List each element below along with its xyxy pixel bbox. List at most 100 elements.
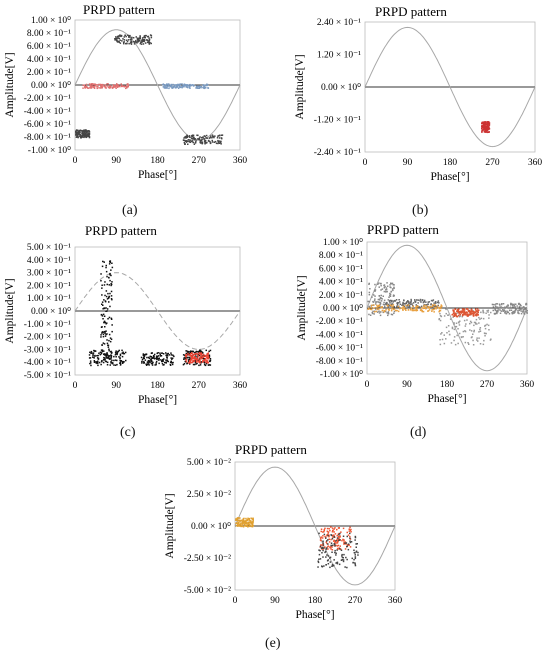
- pd-pulse: [475, 314, 478, 317]
- pd-pulse: [428, 301, 431, 303]
- pd-pulse: [96, 361, 99, 363]
- pd-pulse: [85, 129, 87, 131]
- pd-pulse: [475, 310, 477, 312]
- pd-pulse: [242, 522, 245, 524]
- pd-pulse: [192, 134, 195, 137]
- pd-pulse: [381, 307, 383, 309]
- pd-pulse: [385, 302, 387, 304]
- pd-pulse: [122, 38, 124, 40]
- pd-pulse: [430, 299, 433, 302]
- pd-pulse: [373, 313, 375, 315]
- pd-pulse: [106, 361, 109, 364]
- pd-pulse: [334, 527, 336, 529]
- y-tick-label: 4.00 × 10⁻¹: [319, 278, 363, 288]
- pd-pulse: [102, 308, 104, 310]
- pd-pulse: [103, 357, 106, 359]
- pd-pulse: [181, 85, 184, 87]
- pd-pulse: [101, 360, 103, 362]
- pd-pulse: [334, 540, 336, 543]
- pd-pulse: [336, 547, 339, 550]
- pd-pulse: [81, 132, 83, 134]
- chart-title-b: PRPD pattern: [375, 4, 447, 19]
- pd-pulse: [206, 83, 208, 85]
- pd-pulse: [162, 359, 164, 361]
- pd-pulse: [399, 301, 401, 303]
- pd-pulse: [209, 349, 212, 352]
- pd-pulse: [354, 536, 357, 539]
- pd-pulse: [100, 361, 103, 363]
- pd-pulse: [345, 556, 347, 559]
- pd-pulse: [194, 138, 196, 140]
- pd-pulse: [434, 305, 437, 307]
- pd-pulse: [445, 308, 447, 311]
- pd-pulse: [109, 292, 111, 295]
- pd-pulse: [170, 360, 172, 363]
- pd-pulse: [182, 354, 185, 356]
- pd-pulse: [141, 38, 144, 41]
- pd-pulse: [104, 85, 106, 88]
- pd-pulse: [433, 302, 435, 304]
- pd-pulse: [200, 357, 202, 360]
- pd-pulse: [166, 83, 168, 85]
- pd-pulse: [369, 314, 372, 316]
- y-tick-label: 0.00 × 10⁰: [323, 303, 363, 314]
- pd-pulse: [423, 299, 426, 302]
- pd-pulse: [104, 358, 106, 361]
- pd-pulse: [411, 303, 413, 305]
- pd-pulse: [385, 303, 387, 305]
- pd-pulse: [510, 309, 513, 311]
- pd-pulse: [105, 87, 107, 89]
- pd-pulse: [105, 307, 107, 309]
- pd-pulse: [483, 126, 485, 129]
- pd-pulse: [109, 364, 111, 366]
- pd-pulse: [320, 530, 322, 533]
- pd-pulse: [84, 135, 87, 137]
- pd-pulse: [329, 566, 331, 569]
- pd-pulse: [347, 543, 350, 545]
- pd-pulse: [390, 286, 392, 289]
- x-axis-label-a: Phase[°]: [138, 169, 177, 181]
- pd-pulse: [204, 364, 207, 367]
- pd-pulse: [108, 263, 111, 265]
- pd-pulse: [522, 310, 524, 312]
- pd-pulse: [330, 542, 333, 544]
- pd-pulse: [325, 550, 327, 553]
- pd-pulse: [115, 36, 117, 38]
- pd-pulse: [240, 525, 242, 528]
- pd-pulse: [453, 315, 455, 317]
- pd-pulse: [455, 325, 458, 328]
- pd-pulse: [333, 559, 335, 561]
- pd-pulse: [184, 140, 187, 143]
- pd-pulse: [378, 312, 381, 314]
- pd-pulse: [196, 87, 198, 89]
- pd-pulse: [407, 306, 410, 308]
- pd-pulse: [443, 315, 446, 317]
- pd-pulse: [161, 360, 164, 362]
- x-tick-label: 0: [233, 596, 238, 606]
- pd-pulse: [328, 541, 331, 543]
- pd-pulse: [339, 535, 341, 537]
- pd-pulse: [124, 351, 127, 354]
- pd-pulse: [117, 350, 120, 353]
- pd-pulse: [105, 270, 108, 273]
- pd-pulse: [336, 540, 338, 542]
- y-tick-label: 1.00 × 10⁰: [323, 237, 363, 248]
- chart-title-e: PRPD pattern: [235, 442, 307, 457]
- pd-pulse: [480, 311, 482, 314]
- pd-pulse: [165, 352, 167, 354]
- pd-pulse: [177, 87, 180, 89]
- pd-pulse: [473, 329, 475, 332]
- pd-pulse: [514, 306, 516, 308]
- pd-cluster-a-2: [75, 129, 91, 139]
- pd-pulse: [149, 355, 151, 358]
- pd-pulse: [200, 87, 202, 89]
- pd-pulse: [113, 355, 115, 358]
- pd-pulse: [463, 311, 465, 314]
- pd-pulse: [251, 523, 253, 525]
- pd-pulse: [454, 308, 457, 310]
- y-tick-label: 4.00 × 10⁻¹: [27, 55, 71, 65]
- pd-pulse: [407, 309, 410, 311]
- pd-pulse: [326, 534, 328, 537]
- pd-pulse: [103, 307, 105, 309]
- pd-pulse: [332, 540, 335, 542]
